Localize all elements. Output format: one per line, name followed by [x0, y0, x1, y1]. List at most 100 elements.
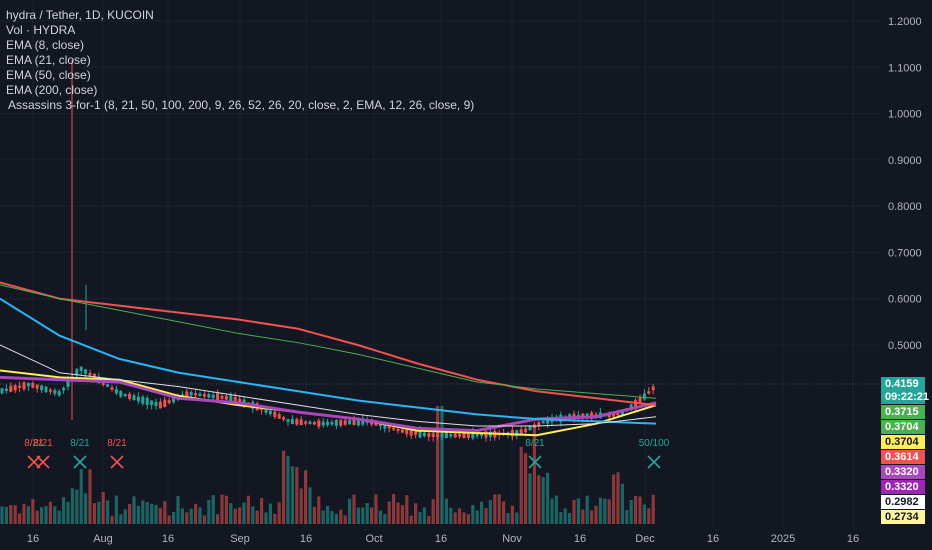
volume-bar	[246, 495, 250, 524]
price-tag: 0.3715	[881, 405, 925, 419]
candle-body	[629, 404, 633, 409]
volume-bar	[141, 500, 145, 524]
volume-bar	[202, 515, 206, 524]
volume-bar	[26, 506, 30, 524]
cross-icon	[73, 455, 87, 469]
y-tick-label: 0.9000	[888, 155, 922, 167]
volume-bar	[189, 508, 193, 524]
candle-body	[53, 390, 57, 394]
volume-bar	[40, 507, 44, 524]
volume-bar	[233, 508, 237, 524]
volume-bar	[598, 497, 602, 524]
candle-body	[519, 429, 523, 436]
legend-ema21[interactable]: EMA (21, close)	[6, 53, 91, 67]
x-tick-label: 16	[300, 533, 312, 545]
volume-bar	[44, 506, 48, 524]
candle-body	[286, 419, 290, 422]
candle-body	[392, 427, 396, 430]
volume-bar	[444, 498, 448, 524]
price-axis[interactable]: 1.2000 1.1000 1.0000 0.9000 0.8000 0.7000 0.60…	[888, 16, 922, 352]
y-tick-label: 0.5000	[888, 340, 922, 352]
volume-bar	[13, 505, 17, 524]
candle-body	[330, 421, 334, 425]
volume-bar	[106, 500, 110, 524]
candle-body	[312, 422, 316, 425]
legend-ema200[interactable]: EMA (200, close)	[6, 83, 98, 97]
volume-bar	[502, 501, 506, 524]
candle-body	[510, 430, 514, 437]
volume-bar	[75, 489, 79, 524]
x-tick-label: Oct	[365, 533, 382, 545]
candle-body	[427, 433, 431, 437]
candle-body	[295, 419, 299, 425]
y-tick-label: 1.1000	[888, 62, 922, 74]
volume-bar	[158, 507, 162, 524]
volume-bar	[321, 510, 325, 524]
candle-body	[128, 393, 132, 399]
volume-bar	[550, 498, 554, 524]
volume-bar	[132, 496, 136, 524]
candle-body	[202, 393, 206, 397]
chart-legend: hydra / Tether, 1D, KUCOIN Vol · HYDRA E…	[6, 8, 474, 113]
candle-body	[9, 385, 13, 392]
legend-ema8[interactable]: EMA (8, close)	[6, 38, 85, 52]
volume-bar	[400, 505, 404, 524]
x-tick-label: Aug	[93, 533, 113, 545]
price-tag: 0.3320	[881, 465, 925, 479]
candle-body	[409, 428, 413, 436]
volume-bar	[207, 499, 211, 524]
candle-body	[106, 384, 110, 387]
x-tick-label: 2025	[771, 533, 795, 545]
volume-bar	[383, 513, 387, 524]
legend-ema50[interactable]: EMA (50, close)	[6, 68, 91, 82]
volume-bar	[312, 506, 316, 524]
volume-bar	[475, 510, 479, 524]
candle-body	[343, 420, 347, 425]
candle-body	[119, 391, 123, 397]
cross-icon	[36, 455, 50, 469]
legend-volume[interactable]: Vol · HYDRA	[6, 23, 76, 37]
volume-bar	[563, 508, 567, 524]
volume-bar	[295, 467, 299, 524]
legend-assassins[interactable]: Assassins 3-for-1 (8, 21, 50, 100, 200, …	[8, 98, 475, 112]
y-tick-label: 0.8000	[888, 201, 922, 213]
volume-bar	[590, 510, 594, 524]
signal-markers: 8/218/21 8/21 8/21 8/21 50/100	[24, 438, 670, 469]
x-tick-label: 16	[574, 533, 586, 545]
volume-bar	[176, 496, 180, 524]
volume-bar	[282, 450, 286, 524]
candle-body	[57, 391, 61, 396]
volume-bar	[180, 508, 184, 524]
volume-bar	[299, 488, 303, 524]
legend-symbol[interactable]: hydra / Tether, 1D, KUCOIN	[6, 8, 154, 22]
volume-bar	[462, 512, 466, 524]
candle-body	[48, 389, 52, 392]
candle-body	[88, 372, 92, 376]
volume-bar	[414, 503, 418, 524]
volume-bar	[449, 507, 453, 524]
volume-bar	[616, 472, 620, 524]
candle-body	[541, 421, 545, 424]
volume-bar	[57, 510, 61, 524]
candle-body	[154, 402, 158, 407]
time-axis[interactable]: 16 Aug 16 Sep 16 Oct 16 Nov 16 Dec 16 2025 16	[27, 533, 859, 545]
marker-label: 8/21	[70, 438, 90, 449]
candle-body	[484, 431, 488, 438]
volume-bar	[92, 503, 96, 524]
volume-bar	[537, 475, 541, 524]
volume-bar	[0, 506, 4, 524]
volume-bar	[629, 500, 633, 524]
sma100-line	[0, 284, 657, 399]
volume-bar	[515, 512, 519, 524]
candle-body	[440, 433, 444, 438]
candle-body	[264, 407, 268, 413]
candle-body	[167, 400, 171, 404]
volume-bar	[330, 511, 334, 524]
volume-bar	[396, 502, 400, 524]
cross-icon	[647, 455, 661, 469]
volume-bar	[172, 511, 176, 524]
candle-body	[229, 395, 233, 402]
candle-body	[546, 418, 550, 424]
candle-body	[136, 396, 140, 402]
